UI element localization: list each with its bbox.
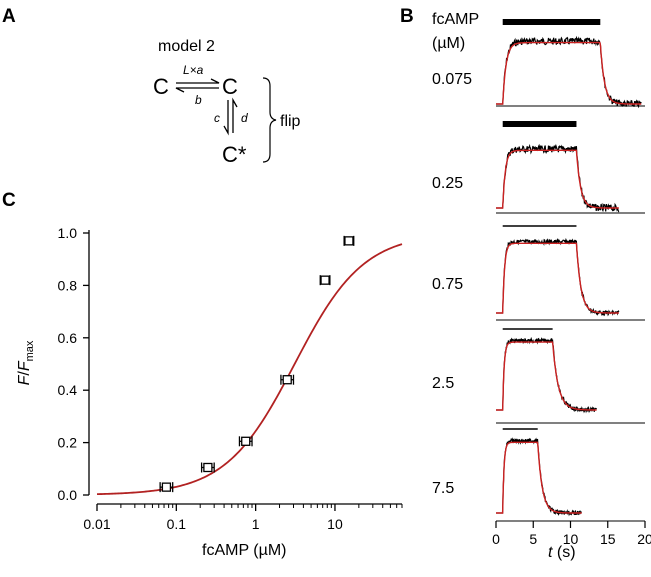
panel-b: B fcAMP (µM) 0.075 0.25 0.75 2.5 7.5 0 5 10 15 2…: [400, 6, 651, 561]
b-fit-trace: [496, 242, 619, 314]
y-title-var2: F: [16, 360, 33, 371]
b-data-trace: [496, 35, 642, 109]
c-y-tick-label: 1.0: [58, 225, 78, 241]
c-y-tick-label: 0.4: [58, 382, 78, 398]
c-x-tick-label: 0.1: [167, 516, 187, 532]
b-trace: 0.75: [432, 225, 645, 321]
c-fit-curve: [96, 243, 403, 496]
c-data-point: [159, 482, 174, 493]
c-y-tick-label: 0.0: [58, 487, 78, 503]
c-point-marker: [241, 436, 251, 446]
back-arrow: [175, 87, 219, 93]
c-x-axis-title: fcAMP (µM): [202, 542, 286, 559]
b-x-tick-label: 15: [600, 531, 616, 547]
down-arrow: [223, 100, 229, 136]
y-title-slash: /: [16, 371, 33, 376]
state-c-left: C: [153, 74, 169, 99]
panel-c: C 0.01 0.1 1 10 0.0 0.2 0.4 0.6 0.8 1.0 fcAMP (µM…: [2, 190, 403, 559]
b-conc-label: 2.5: [432, 375, 454, 392]
b-fit-trace: [496, 149, 619, 209]
c-data-point: [343, 235, 355, 246]
y-title-var: F: [16, 374, 33, 385]
b-data-trace: [496, 336, 598, 414]
c-point-marker: [320, 275, 330, 285]
c-data-point: [200, 462, 215, 473]
b-x-tick-label: 0: [492, 531, 500, 547]
rate-d-label: d: [241, 111, 248, 125]
b-x-tick-label: 20: [637, 531, 651, 547]
c-point-marker: [282, 375, 292, 385]
panel-a-letter: A: [2, 6, 16, 27]
c-y-axis-title: F/Fmax: [16, 340, 36, 385]
b-x-tick-label: 5: [529, 531, 537, 547]
flip-label: flip: [280, 113, 301, 130]
b-conc-label: 0.25: [432, 175, 463, 192]
b-data-trace: [496, 237, 620, 317]
conc-unit: (µM): [432, 35, 465, 52]
kinetic-traces-layer: 0.075 0.25 0.75 2.5 7.5: [432, 19, 645, 522]
b-trace: 0.25: [432, 121, 645, 214]
panel-a: A model 2 C C C* L×a b c d flip: [2, 6, 301, 167]
rate-c-label: c: [214, 111, 220, 125]
panel-c-letter: C: [2, 190, 16, 211]
c-y-tick-label: 0.6: [58, 330, 78, 346]
c-point-marker: [203, 462, 213, 473]
data-points-layer: [159, 235, 355, 493]
conc-header: fcAMP: [432, 11, 479, 28]
b-x-tick-label: 10: [563, 531, 579, 547]
rate-back-label: b: [195, 93, 202, 107]
c-point-marker: [344, 236, 354, 246]
svg-text:F/Fmax: F/Fmax: [16, 340, 36, 385]
scheme-title: model 2: [158, 38, 215, 55]
b-conc-label: 7.5: [432, 480, 454, 497]
b-trace: 7.5: [432, 428, 645, 522]
up-arrow: [232, 97, 238, 133]
state-c-right: C: [222, 74, 238, 99]
b-trace: 2.5: [432, 328, 645, 424]
b-x-axis-title: t (s): [548, 544, 576, 561]
flip-brace: [262, 77, 277, 163]
dose-response-axes: 0.01 0.1 1 10 0.0 0.2 0.4 0.6 0.8 1.0: [58, 225, 403, 532]
b-conc-label: 0.75: [432, 276, 463, 293]
b-trace: 0.075: [432, 19, 645, 109]
b-fit-trace: [496, 41, 642, 105]
b-data-trace: [496, 143, 620, 213]
b-conc-label: 0.075: [432, 71, 472, 88]
rate-forward-label: L×a: [183, 63, 204, 77]
c-x-tick-label: 1: [252, 516, 260, 532]
b-fit-trace: [496, 341, 597, 411]
b-x-unit: (s): [552, 544, 575, 561]
c-data-point: [280, 374, 295, 385]
c-data-point: [238, 436, 253, 447]
c-x-tick-label: 0.01: [83, 516, 110, 532]
panel-b-letter: B: [400, 6, 414, 27]
c-x-tick-label: 10: [327, 516, 343, 532]
b-fit-trace: [496, 441, 582, 514]
time-axis: 0 5 10 15 20: [492, 521, 651, 547]
c-y-tick-label: 0.2: [58, 435, 78, 451]
forward-arrow: [176, 78, 220, 84]
state-c-star: C*: [222, 142, 247, 167]
c-y-tick-label: 0.8: [58, 277, 78, 293]
y-title-sub: max: [24, 340, 36, 361]
fit-curve-layer: [96, 243, 403, 496]
c-data-point: [319, 275, 331, 286]
b-x-var: t: [548, 544, 553, 561]
c-point-marker: [161, 482, 172, 492]
